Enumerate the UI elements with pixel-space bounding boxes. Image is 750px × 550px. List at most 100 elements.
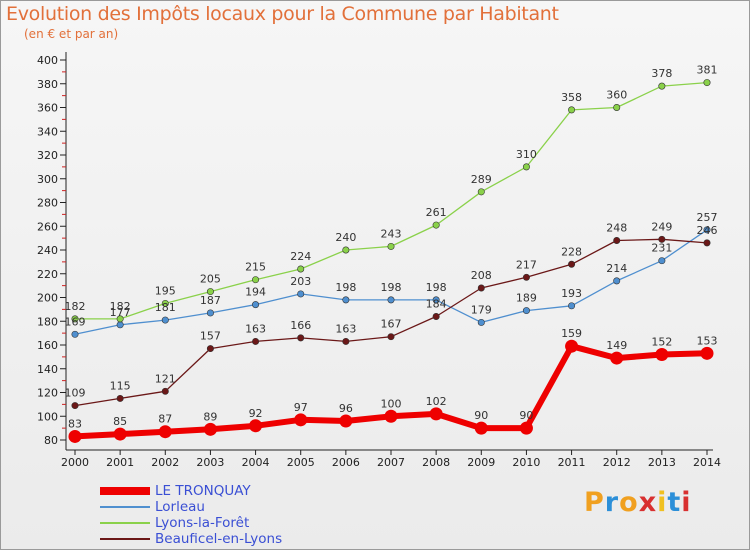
data-label: 102 <box>426 395 447 408</box>
data-point <box>71 330 79 338</box>
x-tick-label: 2001 <box>106 456 134 469</box>
data-point <box>658 82 666 90</box>
x-tick-label: 2007 <box>377 456 405 469</box>
y-tick-label: 260 <box>37 220 58 233</box>
data-point <box>342 246 350 254</box>
y-tick-label: 120 <box>37 387 58 400</box>
chart-axes: 80 100 120 140 160 180 200 220 240 260 280 300 320 34… <box>37 52 721 469</box>
data-label: 115 <box>110 379 131 392</box>
data-point <box>432 296 440 304</box>
data-label: 249 <box>651 220 672 233</box>
data-point <box>384 409 398 423</box>
data-label: 163 <box>245 322 266 335</box>
data-point <box>294 413 308 427</box>
y-tick-label: 300 <box>37 173 58 186</box>
legend-label: Lyons-la-Forêt <box>155 515 250 531</box>
data-label: 167 <box>381 318 402 331</box>
data-point <box>568 106 576 114</box>
data-label: 198 <box>335 281 356 294</box>
x-tick-label: 2012 <box>603 456 631 469</box>
legend-item-lorleau: Lorleau <box>100 499 400 515</box>
legend-label: Beauficel-en-Lyons <box>155 531 283 547</box>
data-point <box>339 414 353 428</box>
data-point <box>249 419 263 433</box>
data-label: 97 <box>294 401 308 414</box>
data-label: 182 <box>65 300 86 313</box>
data-label: 92 <box>249 407 263 420</box>
data-point <box>116 394 124 402</box>
data-point <box>477 188 485 196</box>
data-label: 153 <box>697 334 718 347</box>
brand-letter: i <box>657 487 668 518</box>
data-point <box>161 387 169 395</box>
data-label: 100 <box>381 397 402 410</box>
data-label: 89 <box>203 410 217 423</box>
y-tick-label: 220 <box>37 268 58 281</box>
data-point <box>655 348 669 361</box>
x-tick-label: 2014 <box>693 456 721 469</box>
data-label: 193 <box>561 287 582 300</box>
data-labels: 83 85 87 89 92 97 96 100 102 90 90 159 149 152 153 169 1… <box>65 64 718 431</box>
data-point <box>474 421 488 435</box>
data-point <box>158 425 172 439</box>
x-tick-label: 2009 <box>467 456 495 469</box>
data-point <box>161 299 169 307</box>
data-label: 90 <box>474 409 488 422</box>
y-tick-label: 320 <box>37 149 58 162</box>
data-label: 310 <box>516 148 537 161</box>
brand-letter: r <box>604 487 620 518</box>
y-tick-label: 100 <box>37 410 58 423</box>
data-label: 187 <box>200 294 221 307</box>
data-label: 198 <box>426 281 447 294</box>
data-point <box>432 221 440 229</box>
data-point <box>613 104 621 112</box>
x-tick-label: 2010 <box>512 456 540 469</box>
y-tick-label: 380 <box>37 78 58 91</box>
y-tick-label: 340 <box>37 125 58 138</box>
data-label: 159 <box>561 327 582 340</box>
data-label: 109 <box>65 387 86 400</box>
data-label: 208 <box>471 269 492 282</box>
data-label: 87 <box>158 413 172 426</box>
data-point <box>429 407 443 421</box>
data-label: 96 <box>339 402 353 415</box>
data-label: 181 <box>155 301 176 314</box>
data-point <box>703 239 711 247</box>
data-point <box>342 337 350 345</box>
data-point <box>342 296 350 304</box>
data-label: 121 <box>155 372 176 385</box>
data-point <box>252 301 260 309</box>
data-point <box>297 334 305 342</box>
data-label: 177 <box>110 306 131 319</box>
legend-item-lyons-la-foret: Lyons-la-Forêt <box>100 515 400 531</box>
data-point <box>522 307 530 315</box>
data-point <box>203 422 217 436</box>
legend-swatch <box>100 506 150 508</box>
data-label: 184 <box>426 298 447 311</box>
data-label: 189 <box>516 292 537 305</box>
data-label: 214 <box>606 262 627 275</box>
data-label: 182 <box>110 300 131 313</box>
y-tick-label: 80 <box>44 434 58 447</box>
data-label: 169 <box>65 315 86 328</box>
brand-letter: o <box>619 487 639 518</box>
y-tick-label: 400 <box>37 54 58 67</box>
data-label: 179 <box>471 303 492 316</box>
data-point <box>519 421 533 435</box>
data-label: 195 <box>155 284 176 297</box>
data-label: 203 <box>290 275 311 288</box>
data-label: 246 <box>697 224 718 237</box>
data-label: 289 <box>471 173 492 186</box>
data-label: 152 <box>651 336 672 349</box>
data-point <box>252 337 260 345</box>
data-label: 205 <box>200 273 221 286</box>
data-point <box>387 242 395 250</box>
x-tick-label: 2002 <box>151 456 179 469</box>
data-label: 248 <box>606 222 627 235</box>
data-point <box>68 429 82 443</box>
data-point <box>522 273 530 281</box>
data-label: 194 <box>245 286 266 299</box>
data-label: 224 <box>290 250 311 263</box>
